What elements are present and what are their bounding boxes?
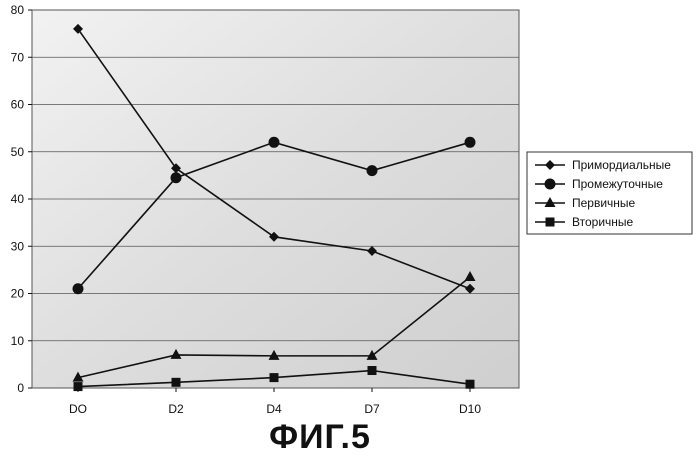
legend-label: Промежуточные: [572, 177, 663, 191]
y-tick-label: 40: [11, 192, 25, 206]
legend-label: Примордиальные: [572, 158, 671, 172]
y-tick-label: 10: [11, 334, 25, 348]
data-point-circle: [73, 283, 84, 294]
legend-marker-circle: [545, 179, 556, 190]
x-tick-label: D2: [168, 402, 184, 416]
data-point-square: [368, 366, 377, 375]
y-tick-label: 80: [11, 3, 25, 17]
y-tick-label: 20: [11, 287, 25, 301]
data-point-square: [74, 382, 83, 391]
legend-label: Вторичные: [572, 215, 634, 229]
x-tick-label: D7: [364, 402, 380, 416]
x-tick-label: D4: [266, 402, 282, 416]
y-tick-label: 70: [11, 50, 25, 64]
x-tick-label: DO: [69, 402, 87, 416]
legend-marker-square: [546, 218, 555, 227]
data-point-circle: [171, 172, 182, 183]
data-point-square: [466, 380, 475, 389]
x-tick-label: D10: [459, 402, 481, 416]
data-point-circle: [367, 165, 378, 176]
y-tick-label: 50: [11, 145, 25, 159]
data-point-circle: [269, 137, 280, 148]
y-tick-label: 30: [11, 239, 25, 253]
legend: Примордиальные Промежуточные Первичные Втор…: [527, 152, 692, 234]
y-tick-label: 0: [17, 381, 24, 395]
data-point-square: [270, 373, 279, 382]
legend-label: Первичные: [572, 196, 636, 210]
data-point-square: [172, 378, 181, 387]
figure-caption: ФИГ.5: [0, 418, 640, 457]
y-tick-label: 60: [11, 98, 25, 112]
data-point-circle: [465, 137, 476, 148]
